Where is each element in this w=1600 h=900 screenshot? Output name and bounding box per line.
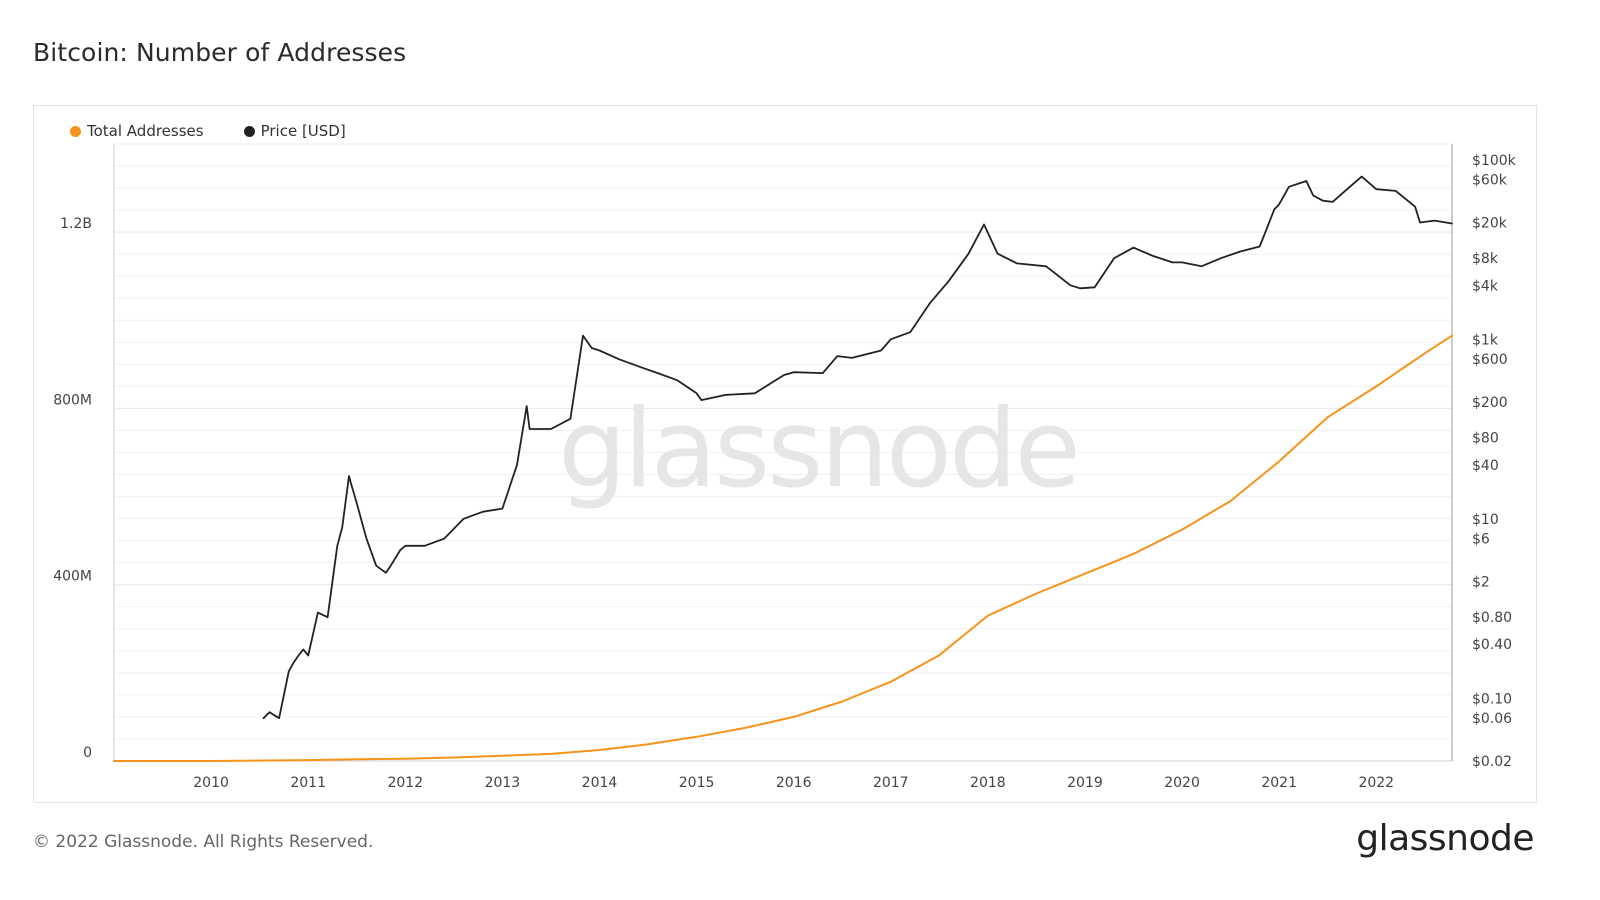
y-left-tick-label: 0: [83, 745, 92, 761]
x-tick-label: 2018: [970, 775, 1006, 791]
x-tick-label: 2016: [776, 775, 812, 791]
y-right-tick-label: $600: [1472, 352, 1508, 368]
copyright-footer: © 2022 Glassnode. All Rights Reserved.: [33, 832, 374, 852]
legend-item-price[interactable]: Price [USD]: [243, 122, 346, 140]
y-right-tick-label: $60k: [1472, 173, 1508, 189]
y-right-tick-label: $0.06: [1472, 711, 1512, 727]
y-left-tick-label: 800M: [53, 392, 92, 408]
y-right-tick-label: $10: [1472, 512, 1499, 528]
x-tick-label: 2015: [679, 775, 715, 791]
chart-legend: Total Addresses Price [USD]: [70, 122, 346, 140]
chart-svg: glassnode 0 400M 800M 1.2B $0.02 $0.06 $0.10 $0.…: [53, 143, 1517, 791]
x-tick-label: 2022: [1358, 775, 1394, 791]
chart-panel: glassnode 0 400M 800M 1.2B $0.02 $0.06 $0.10 $0.…: [33, 105, 1537, 803]
y-right-tick-label: $40: [1472, 458, 1499, 474]
x-tick-label: 2017: [873, 775, 909, 791]
series-line-price: [262, 175, 1453, 720]
y-right-tick-label: $8k: [1472, 251, 1499, 267]
legend-dot-price: [243, 125, 255, 137]
x-tick-label: 2014: [582, 775, 618, 791]
y-right-tick-label: $0.10: [1472, 691, 1512, 707]
y-right-tick-label: $20k: [1472, 216, 1508, 232]
y-right-tick-label: $100k: [1472, 153, 1517, 169]
x-tick-label: 2011: [290, 775, 326, 791]
x-tick-label: 2021: [1261, 775, 1297, 791]
y-right-tick-label: $0.02: [1472, 754, 1512, 770]
chart-title: Bitcoin: Number of Addresses: [33, 38, 407, 67]
y-left-tick-label: 400M: [53, 569, 92, 585]
x-tick-label: 2019: [1067, 775, 1103, 791]
y-left-tick-label: 1.2B: [60, 216, 92, 232]
legend-label-total-addresses: Total Addresses: [87, 122, 204, 140]
y-right-tick-label: $6: [1472, 532, 1490, 548]
legend-item-total-addresses[interactable]: Total Addresses: [70, 122, 204, 140]
x-tick-label: 2013: [485, 775, 521, 791]
x-tick-label: 2010: [193, 775, 229, 791]
watermark-text: glassnode: [558, 387, 1078, 512]
y-right-tick-label: $1k: [1472, 332, 1499, 348]
y-right-tick-label: $2: [1472, 575, 1490, 591]
y-right-tick-label: $0.80: [1472, 610, 1512, 626]
y-right-tick-label: $80: [1472, 431, 1499, 447]
legend-label-price: Price [USD]: [260, 122, 346, 140]
brand-logo[interactable]: glassnode: [1356, 818, 1534, 859]
legend-dot-total-addresses: [70, 125, 81, 137]
x-tick-label: 2020: [1164, 775, 1200, 791]
y-right-tick-label: $200: [1472, 395, 1508, 411]
y-right-tick-label: $4k: [1472, 278, 1499, 294]
y-right-tick-label: $0.40: [1472, 637, 1512, 653]
series-line-total-addresses: [113, 334, 1453, 762]
x-tick-label: 2012: [387, 775, 423, 791]
